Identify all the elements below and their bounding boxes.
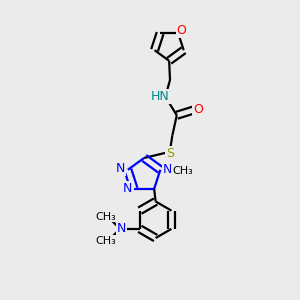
Text: CH₃: CH₃ bbox=[95, 212, 116, 221]
Text: N: N bbox=[116, 162, 125, 175]
Text: CH₃: CH₃ bbox=[172, 166, 193, 176]
Text: N: N bbox=[122, 182, 132, 195]
Text: HN: HN bbox=[151, 90, 170, 103]
Text: O: O bbox=[193, 103, 203, 116]
Text: S: S bbox=[166, 147, 174, 160]
Text: O: O bbox=[177, 24, 187, 37]
Text: N: N bbox=[117, 222, 126, 236]
Text: N: N bbox=[163, 163, 172, 176]
Text: CH₃: CH₃ bbox=[95, 236, 116, 246]
